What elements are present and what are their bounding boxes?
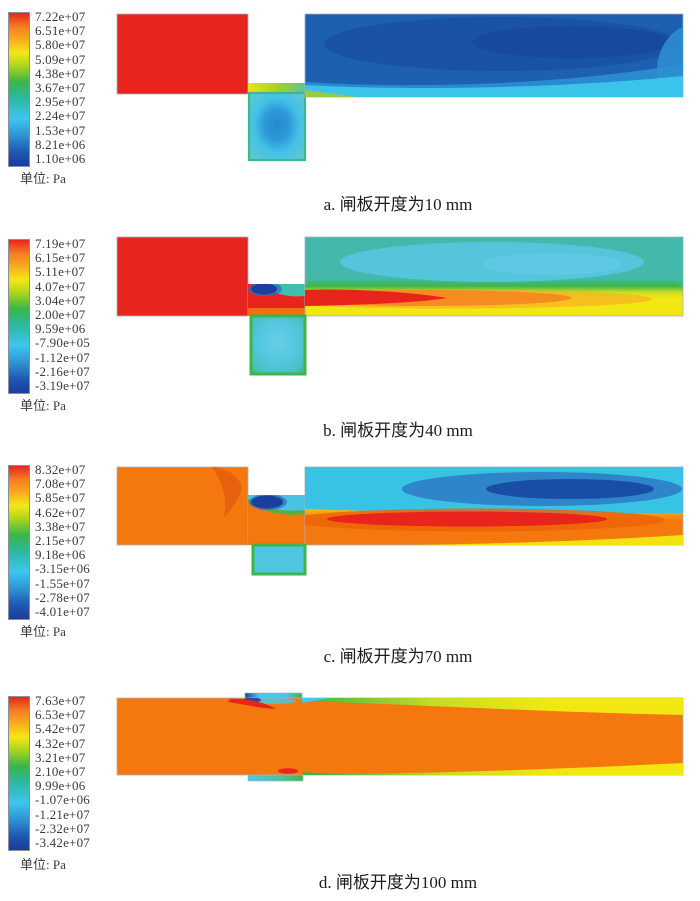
panel-b: 7.19e+07 6.15e+07 5.11e+07 4.07e+07 3.04e+07… xyxy=(0,235,700,460)
legend-unit-label: 单位: Pa xyxy=(20,171,66,186)
legend-ticks: 7.22e+07 6.51e+07 5.80e+07 5.09e+07 4.38e+07… xyxy=(35,9,86,167)
legend-tick-label: 3.67e+07 xyxy=(35,80,86,96)
panel-a: 7.22e+07 6.51e+07 5.80e+07 5.09e+07 4.38e+07… xyxy=(0,8,700,233)
pipe xyxy=(116,697,684,776)
legend-tick-label: 9.59e+06 xyxy=(35,321,86,337)
legend-tick-label: 5.09e+07 xyxy=(35,51,86,67)
pressure-legend-d: 7.63e+07 6.53e+07 5.42e+07 4.32e+07 3.21e+07… xyxy=(8,693,90,851)
panel-caption: a. 闸板开度为10 mm xyxy=(323,195,473,214)
legend-tick-label: 8.21e+06 xyxy=(35,136,86,152)
legend-tick-label: 3.04e+07 xyxy=(35,292,86,308)
legend-tick-label: -1.07e+06 xyxy=(35,792,90,808)
legend-tick-label: -4.01e+07 xyxy=(35,604,90,620)
legend-tick-label: 4.38e+07 xyxy=(35,65,86,81)
legend-unit-label: 单位: Pa xyxy=(20,398,66,413)
legend-tick-label: 1.10e+06 xyxy=(35,151,86,167)
outlet-pipe xyxy=(304,13,684,98)
outlet-pipe xyxy=(304,236,684,317)
legend-tick-label: -1.12e+07 xyxy=(35,349,90,365)
legend-tick-label: 6.15e+07 xyxy=(35,250,86,266)
legend-ticks: 7.63e+07 6.53e+07 5.42e+07 4.32e+07 3.21e+07… xyxy=(35,693,90,851)
panel-caption: c. 闸板开度为70 mm xyxy=(323,647,473,666)
legend-colorbar xyxy=(8,696,30,851)
legend-tick-label: -3.42e+07 xyxy=(35,835,90,851)
panel-caption: b. 闸板开度为40 mm xyxy=(323,421,473,440)
legend-tick-label: 4.62e+07 xyxy=(35,504,86,520)
legend-tick-label: 1.53e+07 xyxy=(35,122,86,138)
pressure-legend-c: 8.32e+07 7.08e+07 5.85e+07 4.62e+07 3.38e+07… xyxy=(8,462,90,620)
legend-tick-label: 3.21e+07 xyxy=(35,749,86,765)
inlet-pipe xyxy=(116,13,249,95)
gate-cavity xyxy=(249,314,307,376)
legend-tick-label: 7.19e+07 xyxy=(35,236,86,251)
legend-unit-label: 单位: Pa xyxy=(20,857,66,872)
legend-tick-label: 8.32e+07 xyxy=(35,462,86,477)
legend-tick-label: 5.85e+07 xyxy=(35,490,86,506)
legend-tick-label: -2.78e+07 xyxy=(35,589,90,605)
legend-tick-label: 5.42e+07 xyxy=(35,721,86,737)
gate-cavity xyxy=(247,91,307,162)
legend-tick-label: 5.80e+07 xyxy=(35,37,86,53)
legend-tick-label: 2.95e+07 xyxy=(35,94,86,110)
contour-plot-b xyxy=(116,236,684,376)
panel-caption: d. 闸板开度为100 mm xyxy=(318,873,478,892)
contour-plot-a xyxy=(116,13,684,162)
legend-tick-label: -3.19e+07 xyxy=(35,378,90,394)
legend-tick-label: 4.07e+07 xyxy=(35,278,86,294)
contour-plot-c xyxy=(116,466,684,576)
panel-d: 7.63e+07 6.53e+07 5.42e+07 4.32e+07 3.21e+07… xyxy=(0,688,700,901)
gate-slot-bottom xyxy=(247,774,304,782)
legend-tick-label: 9.18e+06 xyxy=(35,547,86,563)
legend-tick-label: 2.00e+07 xyxy=(35,307,86,323)
legend-tick-label: 2.10e+07 xyxy=(35,764,86,780)
legend-tick-label: 4.32e+07 xyxy=(35,735,86,751)
gate-passage xyxy=(248,495,305,545)
legend-tick-label: -1.55e+07 xyxy=(35,575,90,591)
legend-tick-label: -2.32e+07 xyxy=(35,820,90,836)
legend-tick-label: 7.22e+07 xyxy=(35,9,86,24)
legend-colorbar xyxy=(8,239,30,394)
legend-tick-label: 2.24e+07 xyxy=(35,108,86,124)
legend-tick-label: 3.38e+07 xyxy=(35,518,86,534)
legend-colorbar xyxy=(8,12,30,167)
legend-tick-label: 9.99e+06 xyxy=(35,778,86,794)
legend-ticks: 8.32e+07 7.08e+07 5.85e+07 4.62e+07 3.38e+07… xyxy=(35,462,90,620)
inlet-pipe xyxy=(116,466,249,546)
pressure-legend-a: 7.22e+07 6.51e+07 5.80e+07 5.09e+07 4.38e+07… xyxy=(8,9,86,167)
legend-tick-label: 2.15e+07 xyxy=(35,533,86,549)
gate-passage xyxy=(248,284,305,316)
legend-tick-label: -2.16e+07 xyxy=(35,363,90,379)
outlet-pipe xyxy=(304,466,684,546)
gate-cavity xyxy=(251,543,307,576)
legend-colorbar xyxy=(8,465,30,620)
pressure-legend-b: 7.19e+07 6.15e+07 5.11e+07 4.07e+07 3.04e+07… xyxy=(8,236,90,394)
legend-tick-label: -7.90e+05 xyxy=(35,335,90,351)
legend-ticks: 7.19e+07 6.15e+07 5.11e+07 4.07e+07 3.04e+07… xyxy=(35,236,90,394)
legend-tick-label: -3.15e+06 xyxy=(35,561,90,577)
legend-tick-label: 6.53e+07 xyxy=(35,707,86,723)
legend-tick-label: -1.21e+07 xyxy=(35,806,90,822)
legend-tick-label: 6.51e+07 xyxy=(35,23,86,39)
legend-tick-label: 7.08e+07 xyxy=(35,476,86,492)
inlet-pipe xyxy=(116,236,249,317)
legend-unit-label: 单位: Pa xyxy=(20,624,66,639)
legend-tick-label: 5.11e+07 xyxy=(35,264,85,280)
panel-c: 8.32e+07 7.08e+07 5.85e+07 4.62e+07 3.38e+07… xyxy=(0,461,700,686)
contour-plot-d xyxy=(116,692,684,782)
legend-tick-label: 7.63e+07 xyxy=(35,693,86,708)
